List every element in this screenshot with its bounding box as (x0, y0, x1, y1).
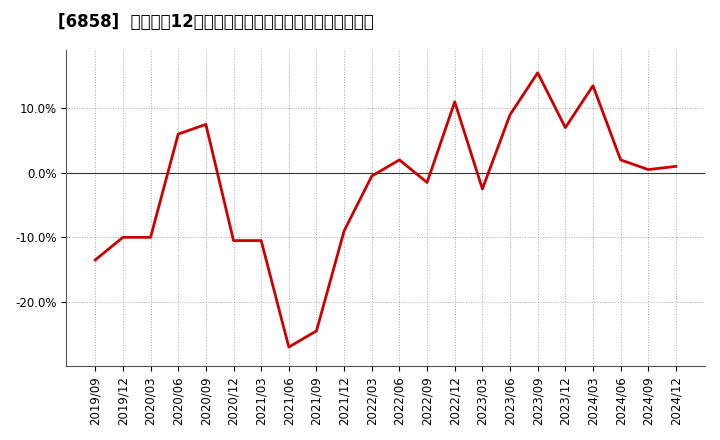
Text: [6858]  売上高の12か月移動合計の対前年同期増減率の推移: [6858] 売上高の12か月移動合計の対前年同期増減率の推移 (58, 13, 374, 31)
